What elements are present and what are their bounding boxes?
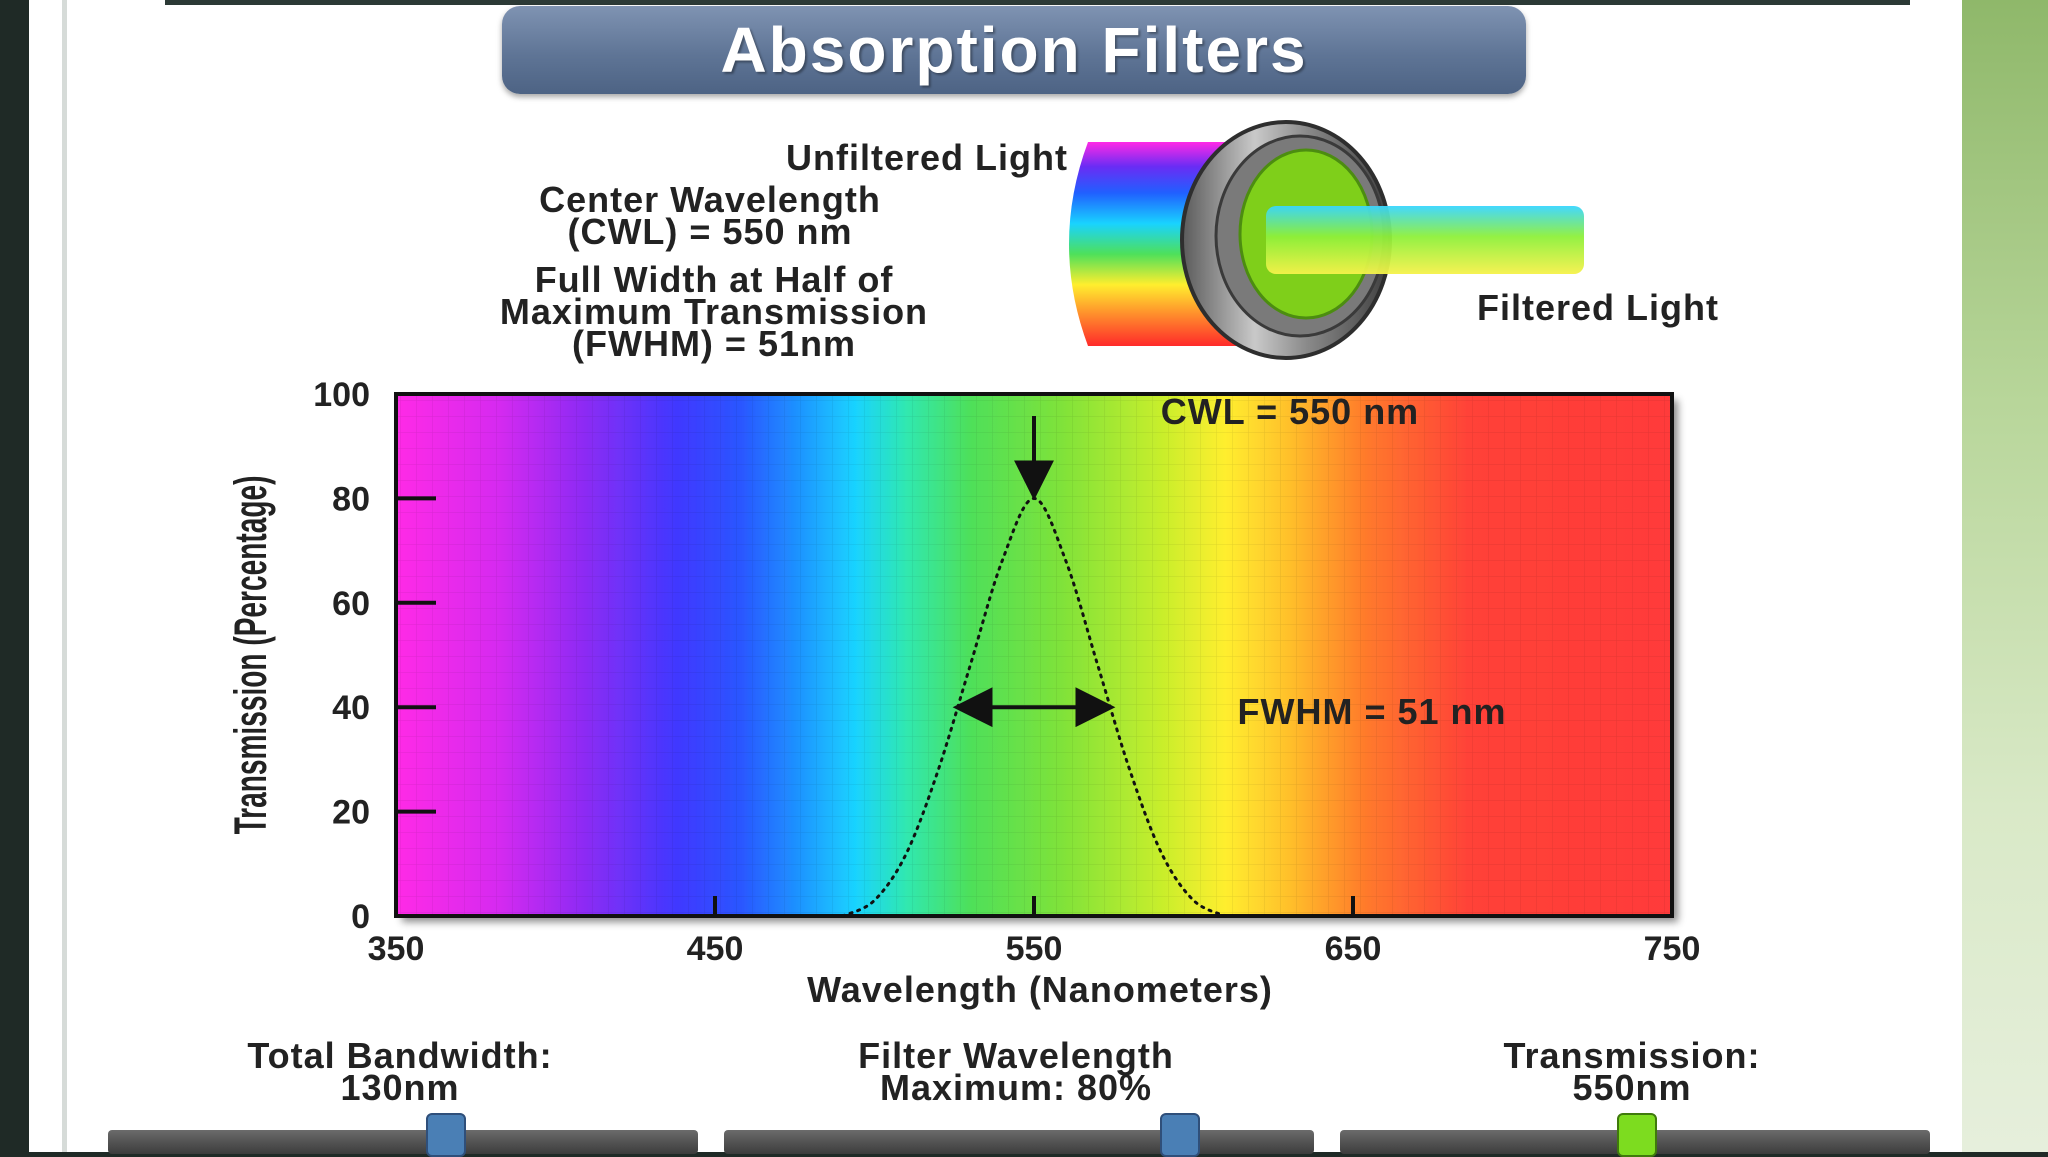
cwl-label: Center Wavelength <box>539 179 881 220</box>
y-axis-label: Transmission (Percentage) <box>225 476 275 835</box>
slide-edge <box>62 0 67 1152</box>
y-tick-label: 60 <box>332 585 370 623</box>
transmission-value: 550nm <box>1572 1067 1692 1108</box>
bandwidth-slider[interactable] <box>108 1130 698 1154</box>
filtered-light-label: Filtered Light <box>1477 287 1719 328</box>
y-tick-label: 20 <box>332 794 370 832</box>
cwl-annotation: CWL = 550 nm <box>1161 391 1419 432</box>
x-tick-label: 550 <box>1006 930 1063 968</box>
fwhm-label: Full Width at Half of <box>535 259 894 300</box>
title-banner: Absorption Filters <box>502 6 1526 94</box>
x-tick-label: 750 <box>1644 930 1701 968</box>
page-title: Absorption Filters <box>720 14 1308 86</box>
bandwidth-slider-thumb[interactable] <box>426 1113 467 1157</box>
slide-background-decoration <box>1962 0 2048 1152</box>
top-strip <box>165 0 1910 5</box>
wavelength-slider-thumb[interactable] <box>1160 1113 1201 1157</box>
transmission-title: Transmission: <box>1503 1035 1761 1076</box>
fwhm-label-value: (FWHM) = 51nm <box>572 323 856 364</box>
bandwidth-value: 130nm <box>340 1067 460 1108</box>
bandwidth-label: Total Bandwidth: 130nm <box>150 1035 650 1108</box>
x-tick-label: 650 <box>1325 930 1382 968</box>
filter-illustration <box>1069 120 1584 360</box>
y-tick-label: 100 <box>313 376 370 414</box>
y-tick-label: 80 <box>332 480 370 518</box>
y-tick-label: 0 <box>351 898 370 936</box>
x-axis-ticks: 350 450 550 650 750 <box>368 896 1701 968</box>
wavelength-value: Maximum: 80% <box>879 1067 1153 1108</box>
wavelength-slider[interactable] <box>724 1130 1314 1154</box>
fwhm-label-2: Maximum Transmission <box>500 291 928 332</box>
cwl-label-value: (CWL) = 550 nm <box>567 211 852 252</box>
fwhm-annotation: FWHM = 51 nm <box>1237 691 1506 732</box>
wavelength-label: Filter Wavelength Maximum: 80% <box>766 1035 1266 1108</box>
filtered-light-beam <box>1266 206 1584 274</box>
transmission-slider-thumb[interactable] <box>1617 1113 1657 1157</box>
y-tick-label: 40 <box>332 689 370 727</box>
bandwidth-title: Total Bandwidth: <box>247 1035 553 1076</box>
wavelength-title: Filter Wavelength <box>858 1035 1174 1076</box>
transmission-label: Transmission: 550nm <box>1382 1035 1882 1108</box>
x-axis-label: Wavelength (Nanometers) <box>807 969 1273 1010</box>
x-tick-label: 350 <box>368 930 425 968</box>
transmission-chart: 0 20 40 60 80 100 350 450 550 650 750 CWL = 550 n… <box>225 376 1700 1010</box>
x-tick-label: 450 <box>687 930 744 968</box>
unfiltered-light-label: Unfiltered Light <box>786 137 1068 178</box>
y-axis-ticks: 0 20 40 60 80 100 <box>313 376 436 936</box>
